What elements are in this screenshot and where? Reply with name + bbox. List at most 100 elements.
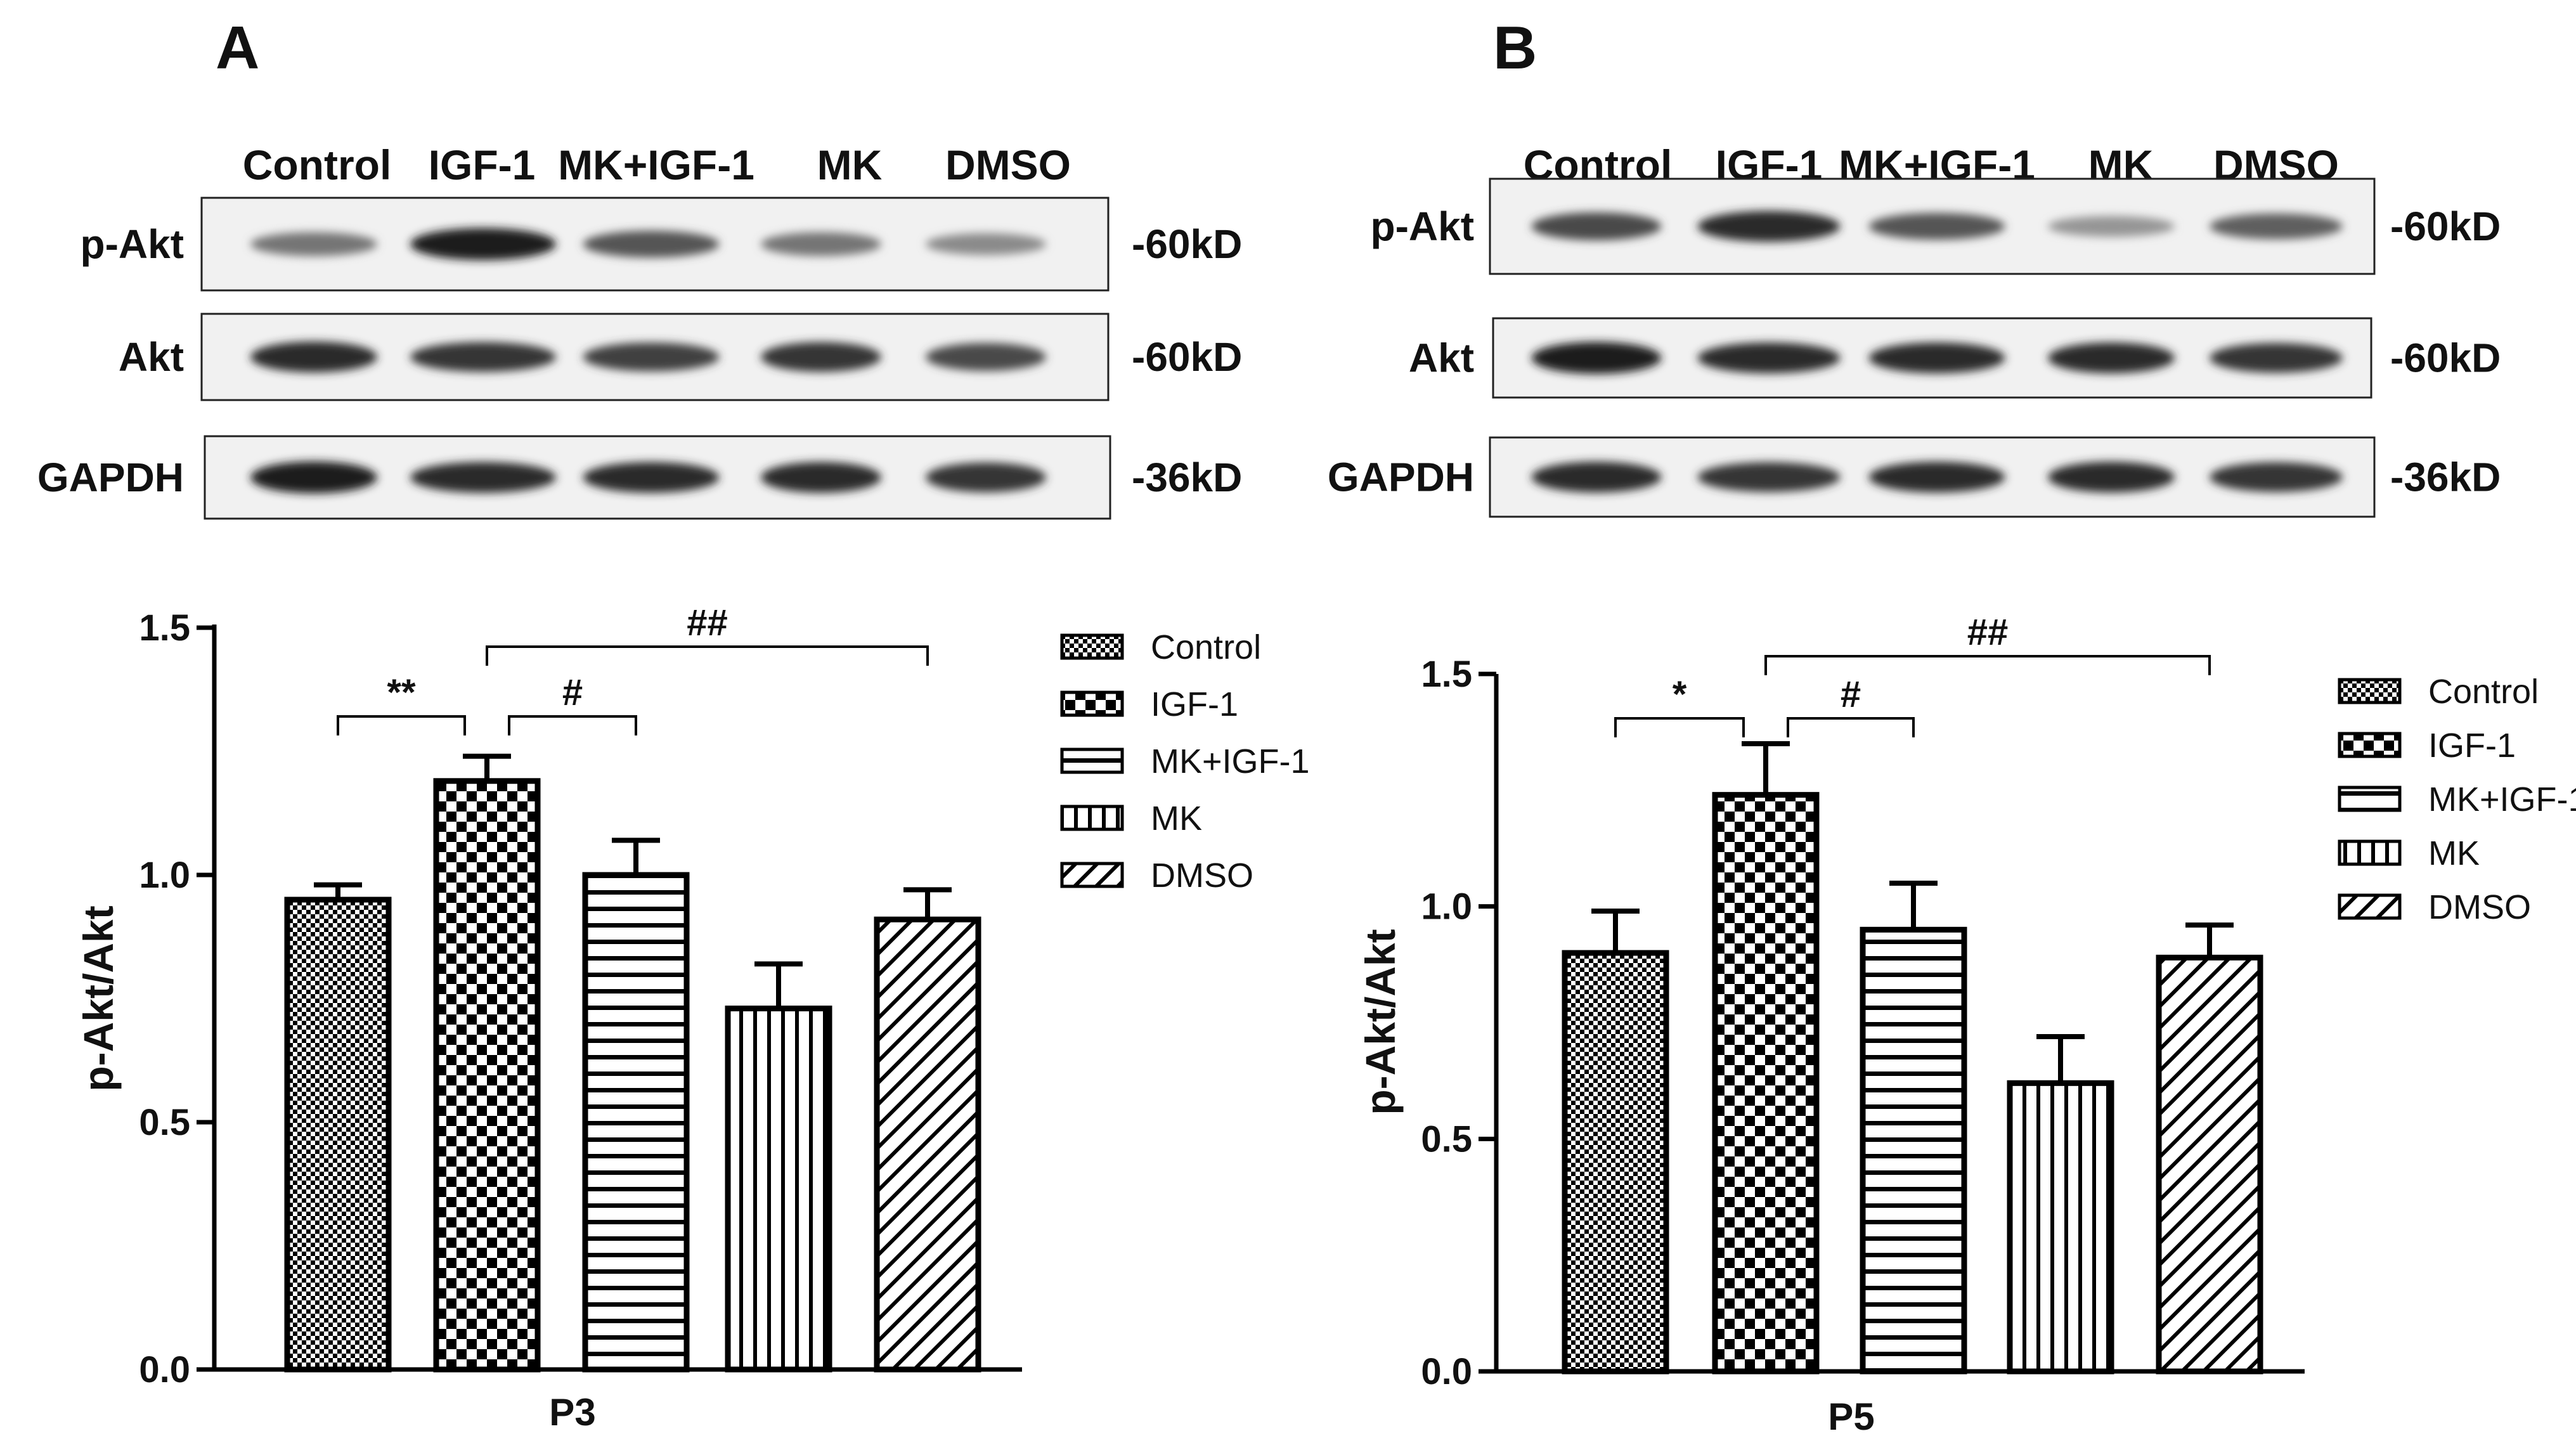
legend-swatch — [2338, 893, 2402, 920]
legend-swatch — [1060, 862, 1124, 888]
blot-band — [1531, 462, 1662, 493]
blot-band — [1531, 342, 1662, 374]
blot-band — [1868, 462, 2005, 493]
y-tick-label: 1.0 — [1421, 886, 1472, 928]
blot-row-label: Akt — [119, 334, 184, 380]
blot-band — [583, 342, 720, 372]
blot-band — [1697, 342, 1841, 373]
molecular-weight-label: -36kD — [2390, 455, 2501, 500]
bar — [1562, 950, 1669, 1375]
bar-chart-p5: p-Akt/Akt P5 0.00.51.01.5 * ### ControlIG… — [1357, 612, 2576, 1438]
blot-band — [761, 342, 881, 372]
blot-band — [410, 462, 556, 493]
blot-band — [761, 462, 881, 493]
y-ticks: 0.0 0.5 1.0 1.5 — [1421, 654, 1496, 1392]
y-axis-label: p-Akt/Akt — [75, 905, 122, 1091]
panel-a: A Control IGF-1 MK+IGF-1 MK DMSO p-Akt -6… — [37, 14, 1310, 1434]
legend-label: MK — [1151, 799, 1202, 838]
bars — [1562, 741, 2263, 1375]
blot-band — [250, 461, 377, 494]
bar — [582, 872, 690, 1373]
legend-label: MK+IGF-1 — [2428, 780, 2576, 819]
significance-bracket — [1787, 717, 1915, 737]
bar — [433, 778, 541, 1373]
western-blot: p-Akt -60kD Akt -60kD GAPDH -36kD — [1328, 178, 2501, 518]
legend-label: Control — [2428, 673, 2539, 711]
panel-letter: A — [216, 14, 259, 82]
legend-label: Control — [1151, 628, 1261, 666]
blot-row-label: p-Akt — [1370, 204, 1474, 249]
bar — [874, 916, 981, 1373]
lane-label: IGF-1 — [429, 141, 536, 188]
blot-band — [2210, 462, 2343, 493]
lane-label: MK+IGF-1 — [558, 141, 754, 188]
blot-band — [250, 232, 377, 256]
legend-label: MK — [2428, 834, 2480, 872]
blot-band — [2048, 342, 2175, 373]
y-tick-label: 0.5 — [139, 1102, 190, 1143]
bar — [2007, 1080, 2114, 1375]
significance-marker: * — [1673, 674, 1687, 715]
lane-label: MK — [817, 141, 883, 188]
panel-b: B Control IGF-1 MK+IGF-1 MK DMSO p-Akt -6… — [1328, 14, 2576, 1438]
blot-band — [2048, 462, 2175, 493]
x-axis-label: P5 — [1828, 1395, 1874, 1438]
significance-bracket — [486, 645, 929, 666]
blot-band — [410, 228, 556, 261]
molecular-weight-label: -60kD — [2390, 204, 2501, 249]
blot-row-label: Akt — [1409, 335, 1474, 381]
x-axis-label: P3 — [549, 1391, 595, 1434]
molecular-weight-label: -60kD — [1132, 334, 1242, 380]
blot-band — [250, 341, 377, 373]
blot-band — [2048, 216, 2175, 237]
legend-label: IGF-1 — [1151, 685, 1238, 723]
significance-bracket — [1614, 717, 1745, 737]
significance-bracket — [337, 715, 466, 735]
bar — [284, 897, 392, 1373]
blot-band — [2210, 213, 2343, 240]
legend-label: IGF-1 — [2428, 727, 2516, 765]
blot-band — [1697, 210, 1841, 242]
blot-row-label: GAPDH — [37, 455, 184, 500]
lane-label: DMSO — [945, 141, 1071, 188]
molecular-weight-label: -60kD — [1132, 221, 1242, 267]
legend: Control IGF-1 MK+IGF-1 MK DMSO — [2338, 673, 2576, 926]
legend-swatch — [2338, 732, 2402, 758]
significance-marker: ## — [1967, 612, 2009, 653]
lane-label: Control — [243, 141, 392, 188]
y-tick-label: 0.0 — [139, 1349, 190, 1390]
western-blot: p-Akt -60kD Akt -60kD GAPDH -36kD — [37, 197, 1242, 520]
blot-band — [583, 230, 720, 258]
blot-band — [761, 232, 881, 256]
blot-band — [1868, 212, 2005, 240]
significance-marker: ## — [687, 602, 728, 644]
molecular-weight-label: -36kD — [1132, 455, 1242, 500]
significance-brackets: * ### — [1614, 612, 2211, 737]
legend-swatch — [2338, 839, 2402, 866]
blot-band — [926, 343, 1046, 371]
significance-brackets: ** ### — [337, 602, 929, 735]
panel-letter: B — [1493, 14, 1537, 82]
y-tick-label: 1.5 — [1421, 654, 1472, 695]
y-tick-label: 1.0 — [139, 855, 190, 896]
significance-marker: # — [1841, 674, 1861, 715]
bar — [725, 1006, 832, 1373]
significance-marker: # — [562, 672, 583, 713]
legend-swatch — [1060, 690, 1124, 717]
bar-chart-p3: p-Akt/Akt P3 0.00.51.01.5 ** ### ControlI… — [75, 602, 1310, 1434]
significance-marker: ** — [387, 672, 416, 713]
legend-label: DMSO — [1151, 857, 1253, 895]
bar — [1712, 792, 1820, 1375]
bar — [1860, 926, 1967, 1375]
significance-bracket — [1764, 655, 2211, 675]
y-tick-label: 0.5 — [1421, 1118, 1472, 1160]
blot-row-label: p-Akt — [80, 221, 184, 267]
blot-band — [410, 342, 556, 372]
bars — [284, 753, 981, 1373]
legend-label: DMSO — [2428, 888, 2531, 926]
lane-labels: Control IGF-1 MK+IGF-1 MK DMSO — [243, 141, 1071, 188]
legend-swatch — [2338, 786, 2402, 812]
legend-label: MK+IGF-1 — [1151, 742, 1310, 780]
legend-swatch — [1060, 633, 1124, 660]
